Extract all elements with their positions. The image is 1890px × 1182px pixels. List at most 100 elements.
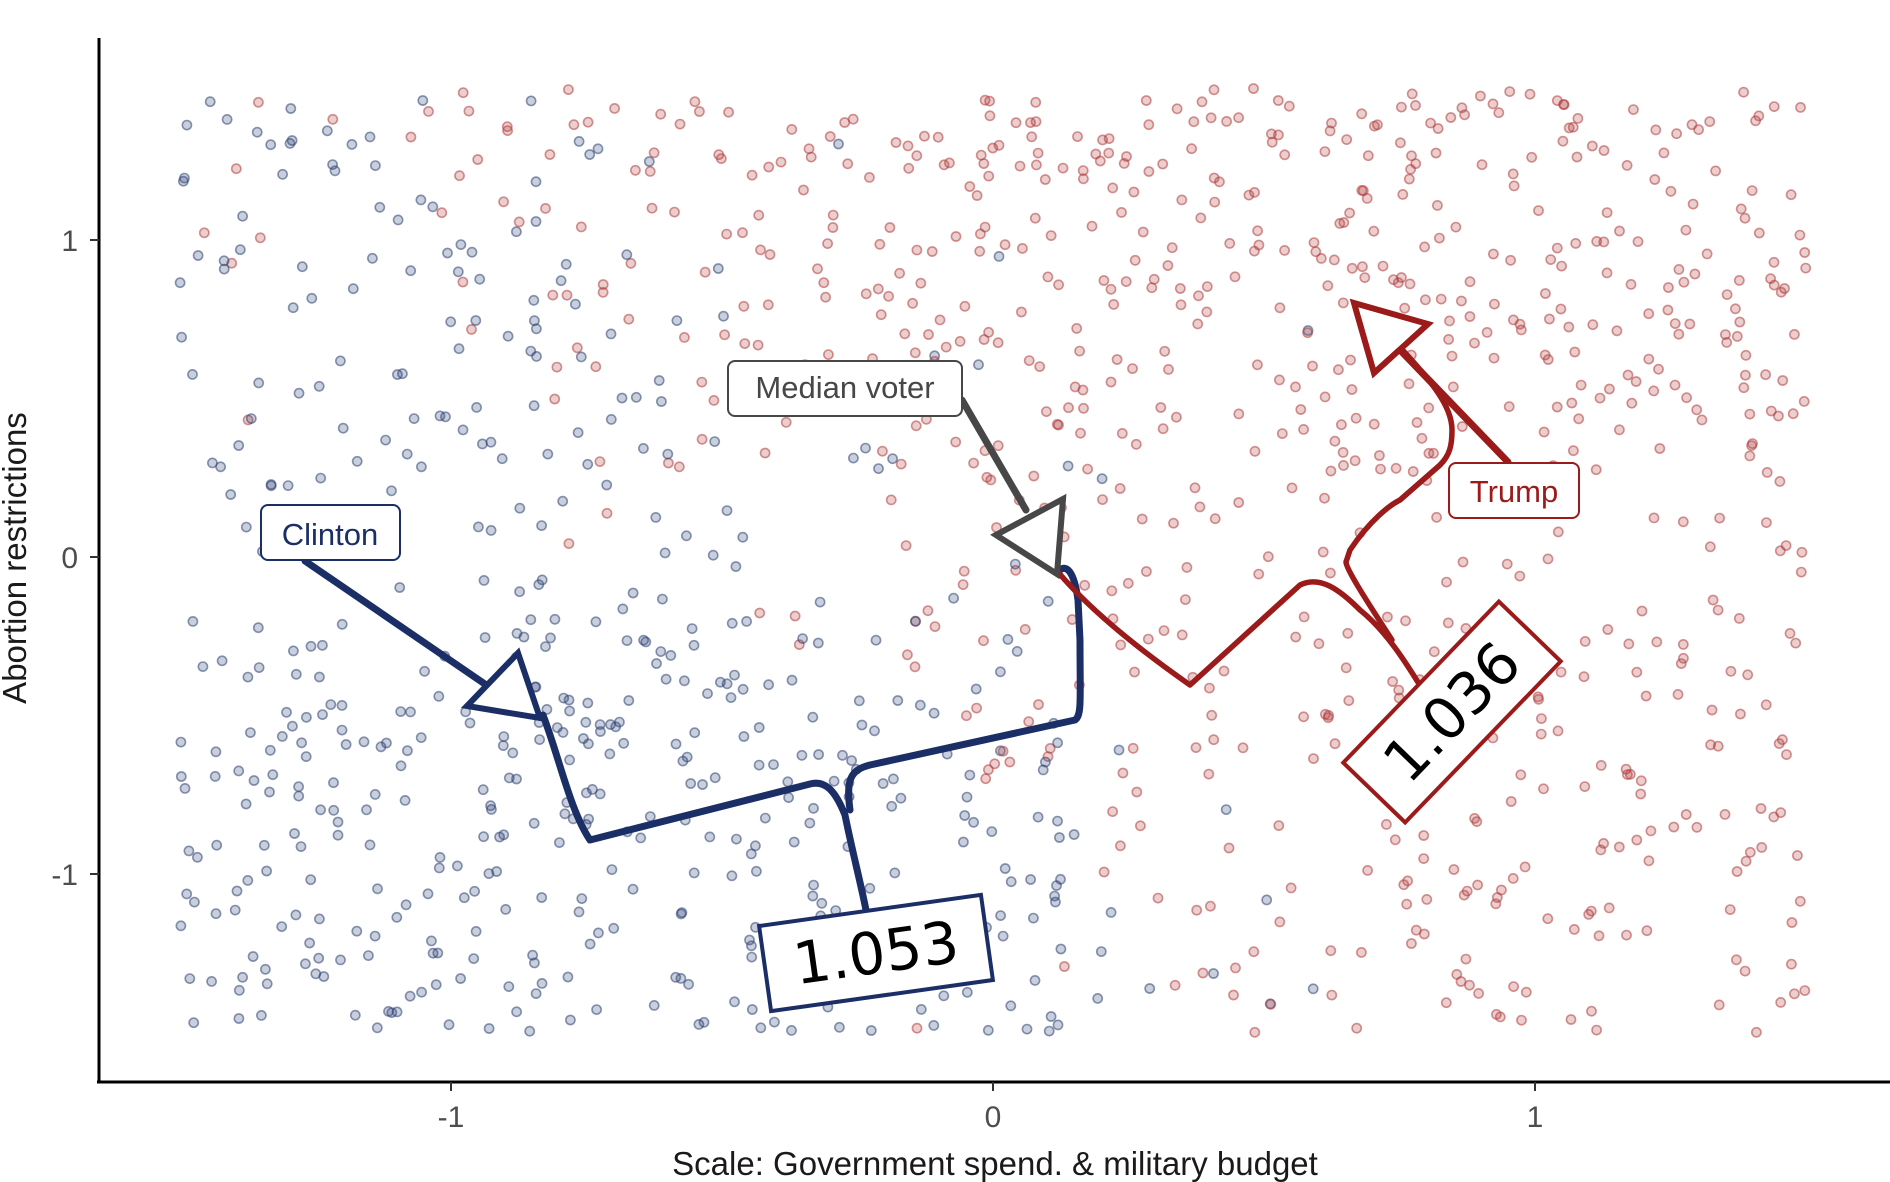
clinton-voter-point-324: [555, 275, 567, 287]
clinton-voter-point-938: [746, 1004, 758, 1015]
clinton-voter-point-197: [895, 792, 907, 804]
clinton-label: Clinton: [282, 517, 379, 552]
trump-voter-point-530: [1508, 981, 1519, 992]
trump-voter-point-314: [1795, 566, 1807, 578]
clinton-voter-point-715: [184, 973, 196, 984]
clinton-voter-point-834: [237, 210, 248, 222]
trump-voter-point-180: [1351, 1022, 1363, 1034]
trump-voter-point-162: [1696, 414, 1708, 426]
trump-voter-point-199: [1403, 378, 1415, 390]
clinton-voter-point-115: [371, 1022, 383, 1034]
trump-voter-point-1012: [1487, 98, 1499, 110]
clinton-voter-point-538: [524, 1025, 536, 1037]
trump-voter-point-95: [1418, 830, 1430, 841]
clinton-voter-point-819: [877, 778, 889, 789]
trump-voter-point-256: [922, 605, 934, 617]
trump-voter-point-290: [1653, 363, 1664, 375]
trump-voter-point-904: [1105, 283, 1117, 295]
clinton-voter-point-1221: [455, 973, 466, 984]
trump-voter-point-167: [1276, 428, 1288, 439]
trump-voter-point-640: [971, 702, 982, 714]
clinton-voter-point-1063: [415, 461, 427, 473]
trump-voter-point-716: [1325, 945, 1337, 957]
clinton-voter-point-384: [404, 990, 416, 1002]
clinton-voter-point-947: [527, 949, 538, 961]
trump-voter-point-518: [1295, 404, 1307, 415]
trump-voter-point-561: [884, 222, 896, 233]
clinton-voter-point-509: [536, 892, 548, 903]
clinton-voter-point-925: [1105, 907, 1117, 918]
clinton-voter-point-380: [1054, 832, 1065, 843]
clinton-voter-point-730: [511, 226, 522, 238]
clinton-voter-point-734: [704, 831, 716, 843]
trump-voter-point-389: [755, 244, 766, 256]
trump-voter-point-16: [746, 169, 758, 181]
clinton-voter-point-132: [369, 160, 381, 171]
clinton-voter-point-804: [768, 759, 779, 770]
clinton-voter-point-1022: [386, 485, 397, 497]
trump-voter-point-970: [713, 149, 725, 161]
trump-voter-point-999: [1266, 128, 1277, 140]
trump-voter-point-737: [984, 110, 996, 122]
trump-voter-point-225: [793, 639, 805, 650]
trump-voter-point-928: [1094, 155, 1106, 167]
clinton-voter-point-917: [440, 411, 451, 423]
trump-voter-point-1171: [985, 474, 997, 486]
trump-voter-point-1099: [1403, 173, 1415, 185]
clinton-voter-point-1252: [394, 582, 406, 593]
trump-voter-point-674: [974, 245, 986, 257]
clinton-voter-point-394: [316, 639, 328, 651]
clinton-voter-point-1144: [529, 957, 540, 969]
trump-voter-point-298: [775, 156, 787, 168]
clinton-arrowhead: [460, 647, 545, 722]
trump-voter-point-1072: [1411, 417, 1423, 428]
clinton-voter-point-996: [451, 860, 463, 872]
trump-voter-point-7: [1030, 96, 1042, 108]
clinton-voter-point-815: [231, 885, 243, 897]
clinton-voter-point-319: [351, 455, 363, 467]
trump-voter-point-1007: [1785, 189, 1797, 201]
clinton-voter-point-283: [496, 453, 508, 465]
trump-voter-point-742: [1196, 96, 1208, 108]
trump-voter-point-121: [623, 313, 635, 325]
trump-voter-point-1101: [1475, 90, 1486, 102]
clinton-voter-point-827: [347, 283, 359, 295]
clinton-voter-point-1206: [677, 755, 689, 767]
trump-voter-point-924: [625, 257, 637, 269]
trump-voter-point-692: [1784, 628, 1796, 639]
trump-voter-point-1067: [975, 228, 986, 240]
trump-voter-point-85: [1689, 268, 1701, 280]
clinton-voter-point-929: [580, 716, 592, 728]
trump-voter-point-531: [1375, 463, 1386, 475]
clinton-voter-point-1149: [973, 359, 984, 371]
clinton-voter-point-340: [401, 745, 413, 757]
trump-voter-point-1136: [1441, 576, 1452, 588]
trump-voter-point-220: [1233, 408, 1245, 420]
trump-voter-point-3: [1120, 276, 1132, 287]
clinton-voter-point-1242: [218, 263, 230, 275]
clinton-voter-point-932: [683, 978, 694, 990]
clinton-voter-point-186: [968, 816, 979, 828]
trump-voter-point-785: [1416, 432, 1428, 444]
trump-voter-point-648: [1118, 157, 1130, 169]
clinton-voter-point-810: [786, 1025, 797, 1036]
trump-voter-point-1: [1343, 695, 1355, 706]
clinton-voter-point-4: [469, 885, 480, 897]
trump-voter-point-1267: [1388, 274, 1399, 286]
trump-voter-point-1083: [883, 290, 894, 302]
trump-voter-point-173: [1397, 188, 1409, 200]
trump-voter-point-124: [1469, 337, 1480, 349]
clinton-voter-point-722: [887, 453, 898, 465]
trump-voter-point-672: [964, 181, 976, 192]
trump-voter-point-432: [909, 661, 921, 673]
trump-voter-point-782: [1230, 962, 1241, 974]
clinton-voter-point-421: [455, 239, 467, 250]
trump-voter-point-1056: [983, 326, 994, 338]
clinton-voter-point-910: [179, 783, 191, 794]
trump-voter-point-897: [1472, 879, 1483, 891]
trump-voter-point-993: [1632, 236, 1644, 247]
clinton-voter-point-861: [1029, 975, 1041, 986]
clinton-voter-point-950: [299, 958, 311, 970]
trump-voter-point-1184: [1781, 749, 1792, 760]
clinton-voter-point-420: [675, 908, 687, 920]
